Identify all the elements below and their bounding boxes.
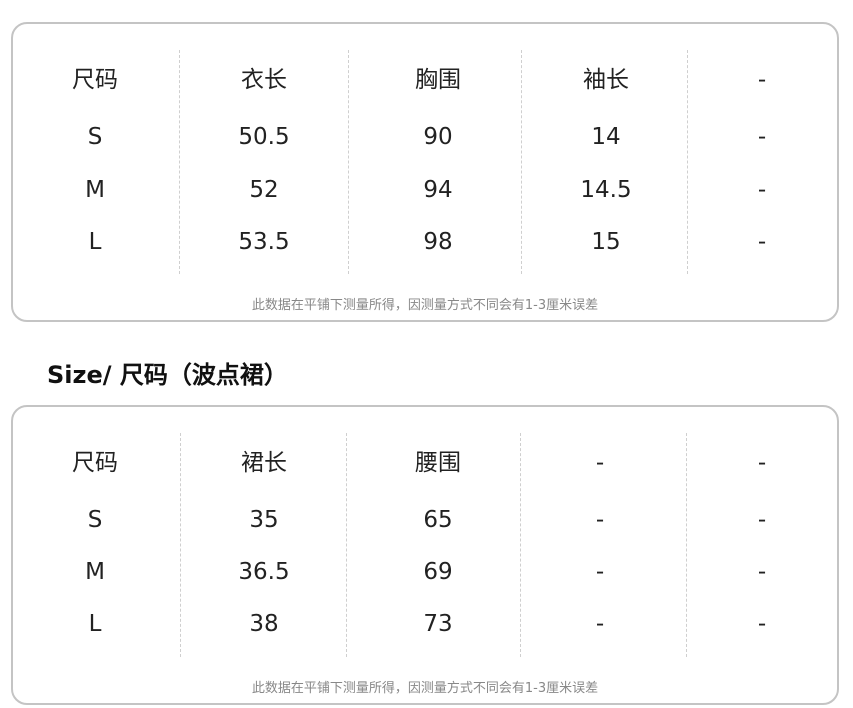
header-cell: 腰围 [415,450,461,476]
header-cell: 尺码 [72,450,118,476]
table-cell: M [85,559,105,585]
column-divider [520,433,521,657]
table-cell: L [88,229,102,255]
table-cell: - [595,611,605,637]
header-cell: 袖长 [583,67,629,93]
table-cell: M [85,177,105,203]
table-cell: - [757,611,767,637]
table-cell: 15 [591,229,621,255]
table-cell: 50.5 [238,124,290,150]
header-cell: - [757,450,767,476]
column-divider [521,50,522,274]
size-table: 尺码 裙长 腰围 - - S 35 65 - - M 36.5 69 - - L 38 73 - - 此数据在平铺下测量… [11,405,839,705]
table-cell: 36.5 [238,559,290,585]
table-cell: 14.5 [580,177,632,203]
table-cell: - [757,559,767,585]
table-cell: - [757,507,767,533]
section-title: Size/ 尺码（波点裙） [47,361,288,389]
column-divider [686,433,687,657]
header-cell: 胸围 [415,67,461,93]
table-cell: - [595,559,605,585]
table-cell: 52 [249,177,279,203]
table-cell: 53.5 [238,229,290,255]
table-cell: 14 [591,124,621,150]
table-cell: 94 [423,177,453,203]
column-divider [348,50,349,274]
table-cell: 69 [423,559,453,585]
size-table: 尺码 衣长 胸围 袖长 - S 50.5 90 14 - M 52 94 14.5 - L 53.5 98 15 - 此… [11,22,839,322]
table-cell: - [595,507,605,533]
table-cell: 38 [249,611,279,637]
header-cell: 衣长 [241,67,287,93]
table-note: 此数据在平铺下测量所得，因测量方式不同会有1-3厘米误差 [251,298,599,313]
column-divider [346,433,347,657]
table-cell: L [88,611,102,637]
header-cell: 裙长 [241,450,287,476]
table-cell: 98 [423,229,453,255]
header-cell: - [757,67,767,93]
table-cell: 90 [423,124,453,150]
column-divider [179,50,180,274]
table-cell: 73 [423,611,453,637]
table-cell: S [87,124,103,150]
table-note: 此数据在平铺下测量所得，因测量方式不同会有1-3厘米误差 [251,681,599,696]
table-cell: 35 [249,507,279,533]
header-cell: - [595,450,605,476]
column-divider [180,433,181,657]
table-cell: - [757,177,767,203]
table-cell: - [757,124,767,150]
column-divider [687,50,688,274]
table-cell: - [757,229,767,255]
table-cell: S [87,507,103,533]
header-cell: 尺码 [72,67,118,93]
table-cell: 65 [423,507,453,533]
